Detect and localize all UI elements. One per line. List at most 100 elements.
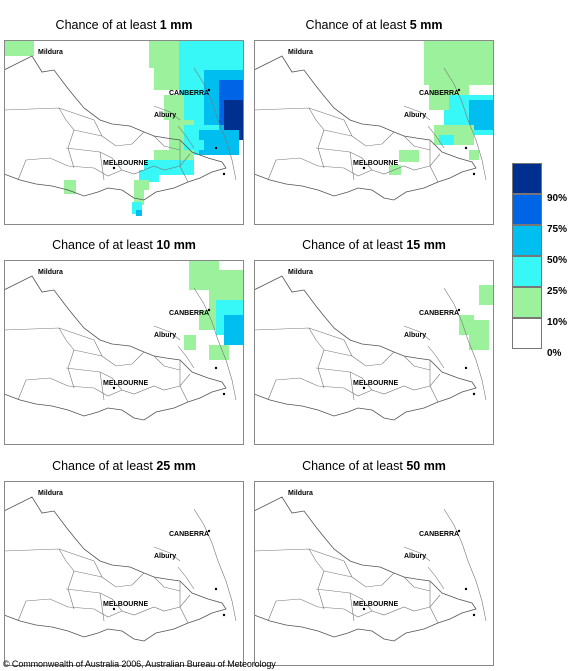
district-boundary — [17, 598, 69, 622]
district-boundary — [403, 576, 431, 592]
city-label-albury: Albury — [404, 332, 426, 339]
legend-label-10: 10% — [547, 317, 568, 328]
district-boundary — [315, 367, 441, 395]
city-label-melbourne: MELBOURNE — [353, 380, 398, 387]
probability-cell — [164, 95, 184, 120]
district-boundary — [67, 606, 123, 618]
probability-cell — [469, 150, 479, 160]
city-label-mildura: Mildura — [38, 269, 63, 276]
city-marker — [362, 166, 366, 170]
district-boundary — [403, 546, 431, 562]
panel-title-amount: 1 mm — [159, 18, 193, 32]
district-boundary — [254, 548, 325, 610]
district-boundary — [58, 548, 145, 588]
district-boundary — [4, 548, 75, 610]
district-boundary — [65, 367, 191, 395]
legend-swatch-10 — [512, 287, 542, 318]
panel-title-prefix: Chance of at least — [52, 238, 157, 252]
district-boundary — [99, 592, 105, 622]
legend-label-90: 90% — [547, 193, 568, 204]
state-boundary — [4, 275, 227, 421]
district-boundary — [403, 135, 431, 151]
state-boundary — [254, 55, 477, 201]
district-boundary — [427, 345, 445, 369]
panel-title-prefix: Chance of at least — [302, 459, 407, 473]
probability-cell — [64, 180, 76, 194]
rainfall-map: Mildura CANBERRA Albury MELBOURNE — [4, 260, 244, 445]
probability-cell — [184, 335, 196, 350]
legend-swatch-90 — [512, 163, 542, 194]
district-boundary — [73, 570, 103, 578]
panel-title: Chance of at least 1 mm — [4, 18, 244, 32]
panel-title: Chance of at least 50 mm — [254, 459, 494, 473]
city-marker — [112, 386, 116, 390]
probability-cell — [132, 202, 142, 214]
district-boundary — [65, 147, 191, 175]
city-marker — [464, 366, 468, 370]
district-boundary — [153, 576, 181, 592]
city-marker — [214, 366, 218, 370]
city-label-melbourne: MELBOURNE — [353, 160, 398, 167]
city-label-mildura: Mildura — [38, 49, 63, 56]
city-label-canberra: CANBERRA — [419, 90, 459, 97]
probability-cell — [399, 150, 419, 162]
coastline — [193, 67, 237, 181]
map-frame — [4, 481, 244, 666]
district-boundary — [179, 581, 189, 624]
district-boundary — [323, 349, 353, 357]
city-marker — [472, 392, 476, 396]
city-label-melbourne: MELBOURNE — [103, 601, 148, 608]
probability-cell — [224, 315, 244, 345]
district-boundary — [429, 360, 439, 403]
coastline — [193, 287, 237, 401]
coastline — [193, 508, 237, 622]
probability-cell — [444, 110, 464, 125]
city-label-canberra: CANBERRA — [419, 310, 459, 317]
city-label-albury: Albury — [154, 553, 176, 560]
city-label-albury: Albury — [154, 332, 176, 339]
city-label-mildura: Mildura — [38, 490, 63, 497]
city-marker — [222, 172, 226, 176]
district-boundary — [429, 140, 439, 183]
city-marker — [464, 146, 468, 150]
district-boundary — [427, 125, 445, 149]
district-boundary — [177, 345, 195, 369]
city-marker — [222, 392, 226, 396]
map-frame — [4, 260, 244, 445]
district-boundary — [349, 151, 355, 181]
probability-cell — [4, 40, 34, 56]
legend-label-75: 75% — [547, 224, 568, 235]
district-boundary — [349, 371, 355, 401]
district-boundary — [308, 548, 395, 588]
city-marker — [112, 166, 116, 170]
panel-title: Chance of at least 10 mm — [4, 238, 244, 252]
district-boundary — [67, 165, 123, 177]
coastline — [443, 67, 487, 181]
city-label-melbourne: MELBOURNE — [103, 160, 148, 167]
probability-cell — [209, 145, 224, 155]
city-label-canberra: CANBERRA — [169, 310, 209, 317]
district-boundary — [179, 140, 189, 183]
map-frame — [254, 40, 494, 225]
rainfall-map: Mildura CANBERRA Albury MELBOURNE — [4, 40, 244, 225]
district-boundary — [349, 592, 355, 622]
district-boundary — [254, 327, 325, 389]
district-boundary — [67, 385, 123, 397]
district-boundary — [177, 566, 195, 590]
district-boundary — [403, 325, 431, 341]
district-boundary — [153, 325, 181, 341]
district-boundary — [315, 588, 441, 616]
legend-swatch-75 — [512, 194, 542, 225]
district-boundary — [267, 157, 319, 181]
city-label-melbourne: MELBOURNE — [353, 601, 398, 608]
district-boundary — [315, 147, 441, 175]
map-frame — [4, 40, 244, 225]
map-frame — [254, 481, 494, 666]
district-boundary — [323, 129, 353, 137]
rainfall-map: Mildura CANBERRA Albury MELBOURNE — [254, 481, 494, 666]
state-boundary — [4, 55, 227, 201]
probability-cell — [469, 320, 489, 350]
city-marker — [464, 587, 468, 591]
panel-title-prefix: Chance of at least — [302, 238, 407, 252]
city-marker — [222, 613, 226, 617]
